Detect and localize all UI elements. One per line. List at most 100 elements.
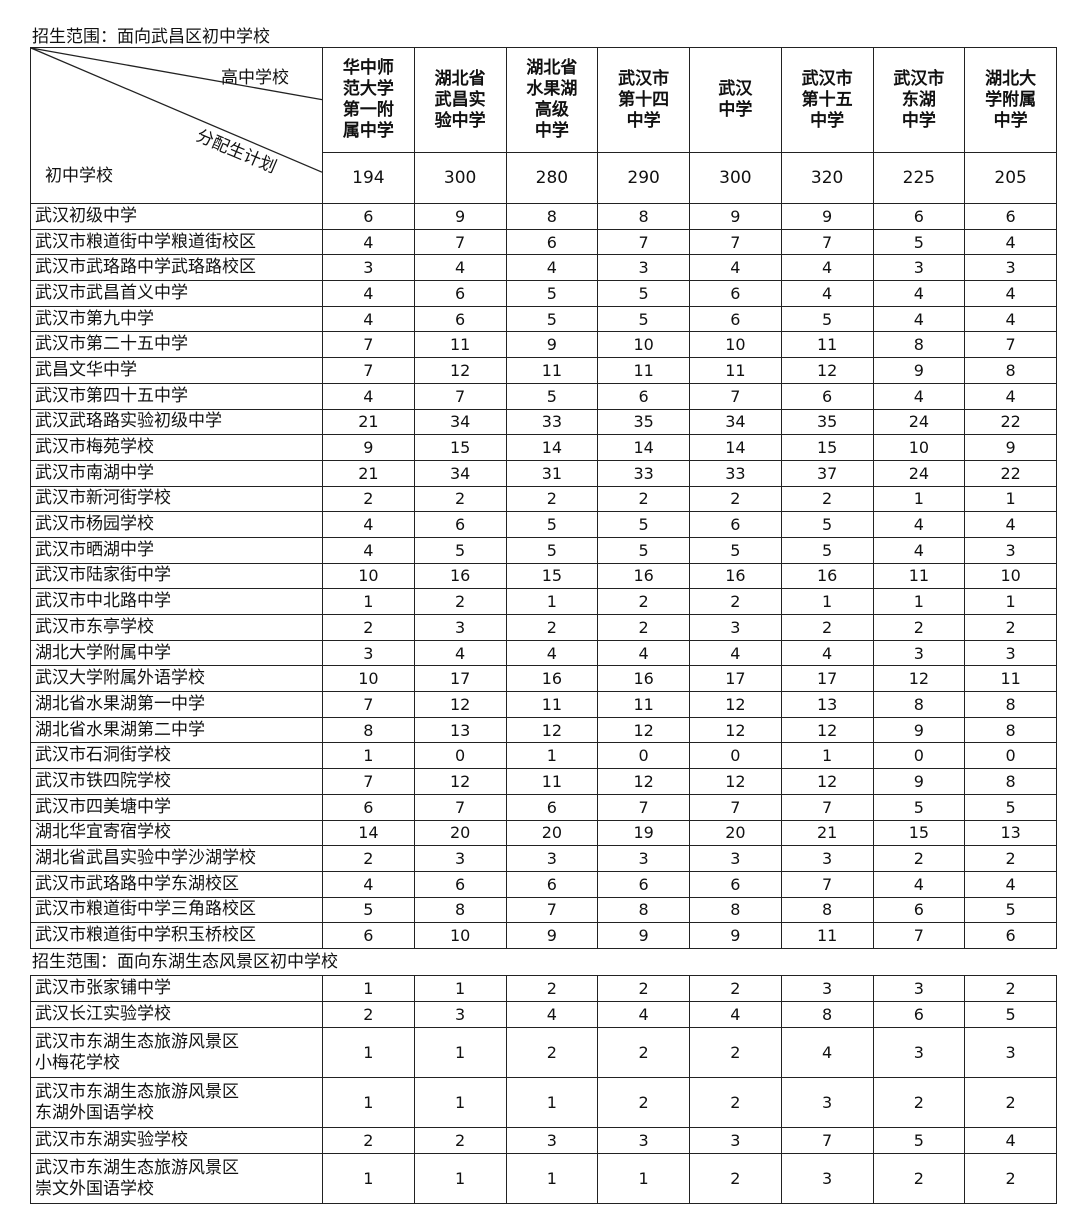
school-name: 武昌文华中学 xyxy=(30,357,323,384)
quota-value: 6 xyxy=(413,280,507,307)
quota-value: 1 xyxy=(413,1153,507,1204)
quota-value: 2 xyxy=(872,1077,966,1128)
school-row: 武汉市杨园学校 4 6 5 5 6 5 4 4 xyxy=(30,511,1057,538)
quota-value: 6 xyxy=(413,870,507,898)
school-name: 武汉市张家铺中学 xyxy=(30,975,323,1002)
section-title: 招生范围：面向东湖生态风景区初中学校 xyxy=(32,952,338,972)
school-row: 武昌文华中学 7 12 11 11 11 12 9 8 xyxy=(30,357,1057,384)
quota-value: 3 xyxy=(322,254,415,282)
quota-value: 11 xyxy=(780,922,874,949)
quota-value: 4 xyxy=(322,382,415,410)
school-name: 武汉市陆家街中学 xyxy=(30,562,323,590)
school-name: 武汉市东湖生态旅游风景区 东湖外国语学校 xyxy=(30,1077,323,1128)
quota-value: 2 xyxy=(505,1027,599,1078)
quota-value: 17 xyxy=(413,665,507,693)
quota-value: 12 xyxy=(872,665,966,693)
quota-value: 7 xyxy=(413,793,507,821)
quota-value: 16 xyxy=(505,665,599,693)
quota-value: 5 xyxy=(780,536,874,564)
quota-value: 2 xyxy=(322,845,415,872)
quota-value: 9 xyxy=(505,922,599,949)
quota-value: 10 xyxy=(872,434,966,461)
quota-value: 2 xyxy=(689,1027,782,1078)
quota-value: 1 xyxy=(413,975,507,1002)
school-name: 武汉市第二十五中学 xyxy=(30,331,323,359)
quota-value: 4 xyxy=(689,639,782,667)
quota-value: 11 xyxy=(872,562,966,590)
quota-value: 2 xyxy=(597,1027,690,1078)
school-name: 武汉市武珞路中学武珞路校区 xyxy=(30,254,323,282)
quota-value: 4 xyxy=(322,305,415,333)
quota-value: 3 xyxy=(597,845,690,872)
quota-value: 9 xyxy=(872,768,966,795)
quota-value: 6 xyxy=(413,511,507,538)
school-row: 武汉市武珞路中学武珞路校区 3 4 4 3 4 4 3 3 xyxy=(30,254,1057,282)
quota-value: 8 xyxy=(597,203,690,230)
quota-value: 11 xyxy=(597,357,690,384)
school-row: 湖北大学附属中学 3 4 4 4 4 4 3 3 xyxy=(30,639,1057,667)
quota-value: 33 xyxy=(505,408,599,436)
school-row: 武汉市梅苑学校 9 15 14 14 14 15 10 9 xyxy=(30,434,1057,461)
quota-value: 15 xyxy=(780,434,874,461)
quota-value: 8 xyxy=(689,896,782,924)
quota-value: 37 xyxy=(780,459,874,487)
quota-value: 9 xyxy=(322,434,415,461)
column-header: 华中师 范大学 第一附 属中学 xyxy=(322,47,415,153)
school-name: 湖北省水果湖第二中学 xyxy=(30,716,323,744)
quota-value: 4 xyxy=(505,1001,599,1028)
quota-value: 3 xyxy=(322,639,415,667)
quota-value: 22 xyxy=(964,408,1057,436)
quota-value: 10 xyxy=(322,562,415,590)
quota-value: 12 xyxy=(689,691,782,718)
quota-value: 2 xyxy=(322,614,415,641)
quota-value: 21 xyxy=(322,408,415,436)
school-row: 武汉市粮道街中学三角路校区 5 8 7 8 8 8 6 5 xyxy=(30,896,1057,924)
quota-value: 2 xyxy=(689,588,782,615)
quota-value: 2 xyxy=(597,614,690,641)
quota-value: 0 xyxy=(964,742,1057,770)
quota-value: 2 xyxy=(597,1077,690,1128)
quota-row: 194 300 280 290 300 320 225 205 xyxy=(31,152,1057,204)
quota-value: 16 xyxy=(689,562,782,590)
quota-value: 20 xyxy=(505,819,599,847)
school-name: 武汉市粮道街中学三角路校区 xyxy=(30,896,323,924)
school-name: 武汉市四美塘中学 xyxy=(30,793,323,821)
quota-value: 3 xyxy=(505,1127,599,1154)
quota-cell: 280 xyxy=(505,152,599,204)
school-name: 武汉市梅苑学校 xyxy=(30,434,323,461)
quota-value: 9 xyxy=(964,434,1057,461)
quota-value: 5 xyxy=(597,280,690,307)
school-row: 武汉市粮道街中学粮道街校区 4 7 6 7 7 7 5 4 xyxy=(30,228,1057,256)
corner-bottom: 初中学校 xyxy=(45,166,113,186)
quota-value: 10 xyxy=(597,331,690,359)
school-name: 武汉市新河街学校 xyxy=(30,485,323,513)
school-name: 武汉市中北路中学 xyxy=(30,588,323,615)
quota-value: 34 xyxy=(689,408,782,436)
quota-value: 3 xyxy=(413,845,507,872)
quota-value: 6 xyxy=(689,511,782,538)
quota-value: 6 xyxy=(505,870,599,898)
school-name: 武汉长江实验学校 xyxy=(30,1001,323,1028)
quota-value: 3 xyxy=(780,1153,874,1204)
school-row: 武汉市石洞街学校 1 0 1 0 0 1 0 0 xyxy=(30,742,1057,770)
quota-value: 6 xyxy=(505,793,599,821)
quota-value: 11 xyxy=(597,691,690,718)
quota-value: 2 xyxy=(322,1001,415,1028)
quota-value: 4 xyxy=(964,1127,1057,1154)
quota-value: 1 xyxy=(597,1153,690,1204)
column-header: 武汉市 第十四 中学 xyxy=(597,47,690,153)
quota-value: 4 xyxy=(689,1001,782,1028)
quota-value: 12 xyxy=(597,768,690,795)
quota-value: 9 xyxy=(689,203,782,230)
quota-value: 2 xyxy=(872,614,966,641)
quota-value: 3 xyxy=(689,614,782,641)
quota-value: 1 xyxy=(322,1077,415,1128)
quota-value: 1 xyxy=(413,1077,507,1128)
quota-value: 3 xyxy=(597,1127,690,1154)
quota-value: 5 xyxy=(597,305,690,333)
quota-value: 5 xyxy=(413,536,507,564)
quota-cell: 320 xyxy=(780,152,874,204)
quota-value: 5 xyxy=(505,280,599,307)
quota-value: 2 xyxy=(780,614,874,641)
quota-value: 12 xyxy=(689,768,782,795)
